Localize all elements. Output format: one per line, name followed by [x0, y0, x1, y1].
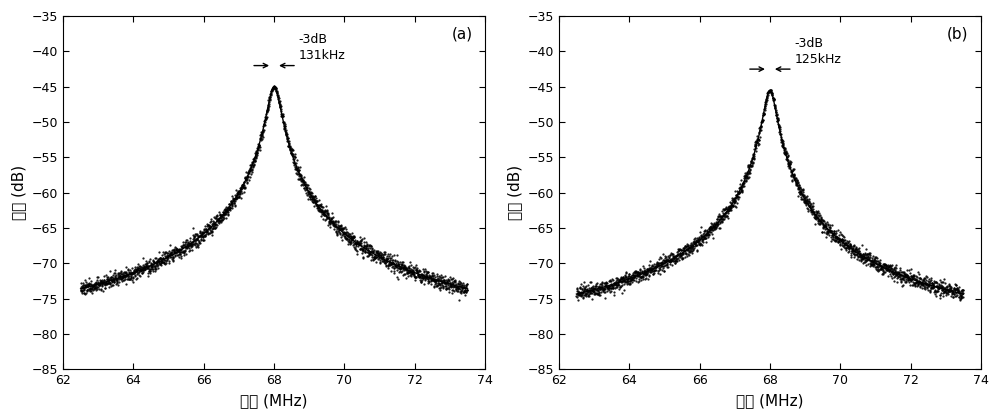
Text: -3dB
131kHz: -3dB 131kHz — [299, 33, 345, 62]
Text: -3dB
125kHz: -3dB 125kHz — [795, 36, 841, 66]
X-axis label: 频率 (MHz): 频率 (MHz) — [736, 393, 804, 408]
Y-axis label: 强度 (dB): 强度 (dB) — [507, 165, 522, 220]
Y-axis label: 强度 (dB): 强度 (dB) — [11, 165, 26, 220]
Text: (a): (a) — [451, 27, 472, 42]
Text: (b): (b) — [947, 27, 968, 42]
X-axis label: 频率 (MHz): 频率 (MHz) — [240, 393, 308, 408]
